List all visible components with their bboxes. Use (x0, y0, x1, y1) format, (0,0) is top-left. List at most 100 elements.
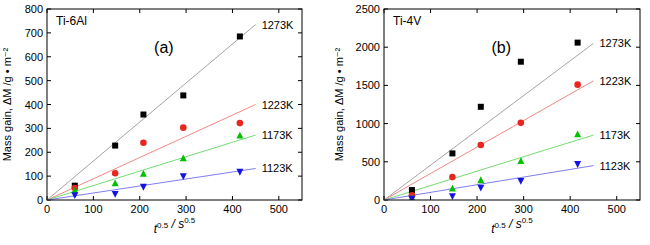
data-point (517, 157, 524, 164)
data-point (236, 169, 243, 176)
x-tick-top (477, 9, 478, 13)
data-point (237, 120, 244, 127)
fit-line (384, 81, 593, 200)
y-tick-label: 500 (25, 75, 43, 87)
x-tick-label: 100 (421, 203, 439, 215)
x-tick-label: 500 (608, 203, 626, 215)
data-point (574, 81, 581, 88)
x-tick-label: 300 (514, 203, 532, 215)
title: Ti-6Al (56, 14, 87, 28)
x-tick-top (523, 9, 524, 13)
x-tick (93, 196, 94, 200)
y-tick-right (636, 161, 640, 162)
y-tick-right (298, 128, 302, 129)
label-part: / s (168, 217, 184, 231)
x-tick-label: 200 (131, 203, 149, 215)
x-tick-top (278, 9, 279, 13)
y-tick-right (636, 85, 640, 86)
series-label: 1123K (262, 162, 294, 174)
data-point (449, 185, 456, 192)
fit-line (47, 25, 256, 200)
label-sup: 0.5 (522, 216, 534, 225)
y-tick (47, 128, 51, 129)
data-point (180, 124, 187, 131)
y-tick-label: 600 (25, 51, 43, 63)
data-point (574, 161, 581, 168)
fit-line (47, 135, 256, 200)
y-tick-label: 0 (37, 194, 43, 206)
subtitle: (b) (492, 39, 512, 56)
x-tick (523, 196, 524, 200)
label-sup: 0.5 (495, 221, 507, 230)
data-point (112, 170, 119, 177)
data-point (478, 142, 485, 149)
x-tick-label: 0 (381, 203, 387, 215)
data-point (574, 130, 581, 137)
series-label: 1273K (262, 19, 294, 31)
data-point (71, 192, 78, 199)
subtitle: (a) (154, 39, 174, 56)
x-tick (477, 196, 478, 200)
y-tick-right (298, 56, 302, 57)
y-tick-right (298, 176, 302, 177)
fit-line (384, 135, 593, 200)
y-tick (384, 85, 388, 86)
x-tick (232, 196, 233, 200)
y-axis-label: Mass gain, ΔM /g • m⁻² (1, 47, 13, 161)
x-tick (430, 196, 431, 200)
y-tick-right (298, 32, 302, 33)
x-tick (570, 196, 571, 200)
data-point (236, 132, 243, 139)
series-label: 1273K (599, 37, 631, 49)
data-point (449, 193, 456, 200)
title: Ti-4V (393, 14, 421, 28)
data-point (575, 40, 581, 46)
data-point (140, 184, 147, 191)
y-tick-label: 2000 (356, 41, 380, 53)
x-tick-label: 100 (84, 203, 102, 215)
x-tick-label: 400 (561, 203, 579, 215)
x-tick-top (232, 9, 233, 13)
y-tick (47, 56, 51, 57)
label-sup: 0.5 (157, 221, 169, 230)
data-point (180, 92, 186, 98)
x-axis-label: t0.5 / s0.5 (491, 216, 533, 236)
y-tick-label: 200 (25, 146, 43, 158)
fit-line (384, 166, 593, 200)
y-tick-label: 100 (25, 170, 43, 182)
series-label: 1123K (599, 160, 631, 172)
x-axis-label: t0.5 / s0.5 (154, 216, 196, 236)
x-tick (139, 196, 140, 200)
y-tick-label: 800 (25, 3, 43, 15)
data-point (518, 59, 524, 65)
y-tick-label: 700 (25, 27, 43, 39)
data-point (449, 150, 455, 156)
plot-frame (47, 9, 302, 200)
series-label: 1223K (599, 75, 631, 87)
x-tick-label: 500 (270, 203, 288, 215)
fit-line (47, 105, 256, 201)
data-point (478, 104, 484, 110)
x-tick-label: 400 (223, 203, 241, 215)
data-point (180, 154, 187, 161)
x-tick (616, 196, 617, 200)
plot-marks (384, 40, 593, 200)
data-point (140, 112, 146, 118)
y-tick (384, 47, 388, 48)
data-point (112, 191, 119, 198)
figure: 0100200300400500010020030040050060070080… (0, 0, 650, 245)
x-tick-top (616, 9, 617, 13)
data-point (237, 33, 243, 39)
y-tick-right (298, 80, 302, 81)
chart-panel: 0100200300400500010020030040050060070080… (1, 3, 302, 236)
y-tick (47, 80, 51, 81)
label-part: / s (506, 217, 522, 231)
data-point (140, 170, 147, 177)
y-tick (47, 152, 51, 153)
x-tick-top (186, 9, 187, 13)
x-tick-label: 0 (44, 203, 50, 215)
plot-marks (47, 25, 256, 200)
y-tick-label: 1500 (356, 79, 380, 91)
series-label: 1223K (262, 99, 294, 111)
series-label: 1173K (599, 129, 631, 141)
